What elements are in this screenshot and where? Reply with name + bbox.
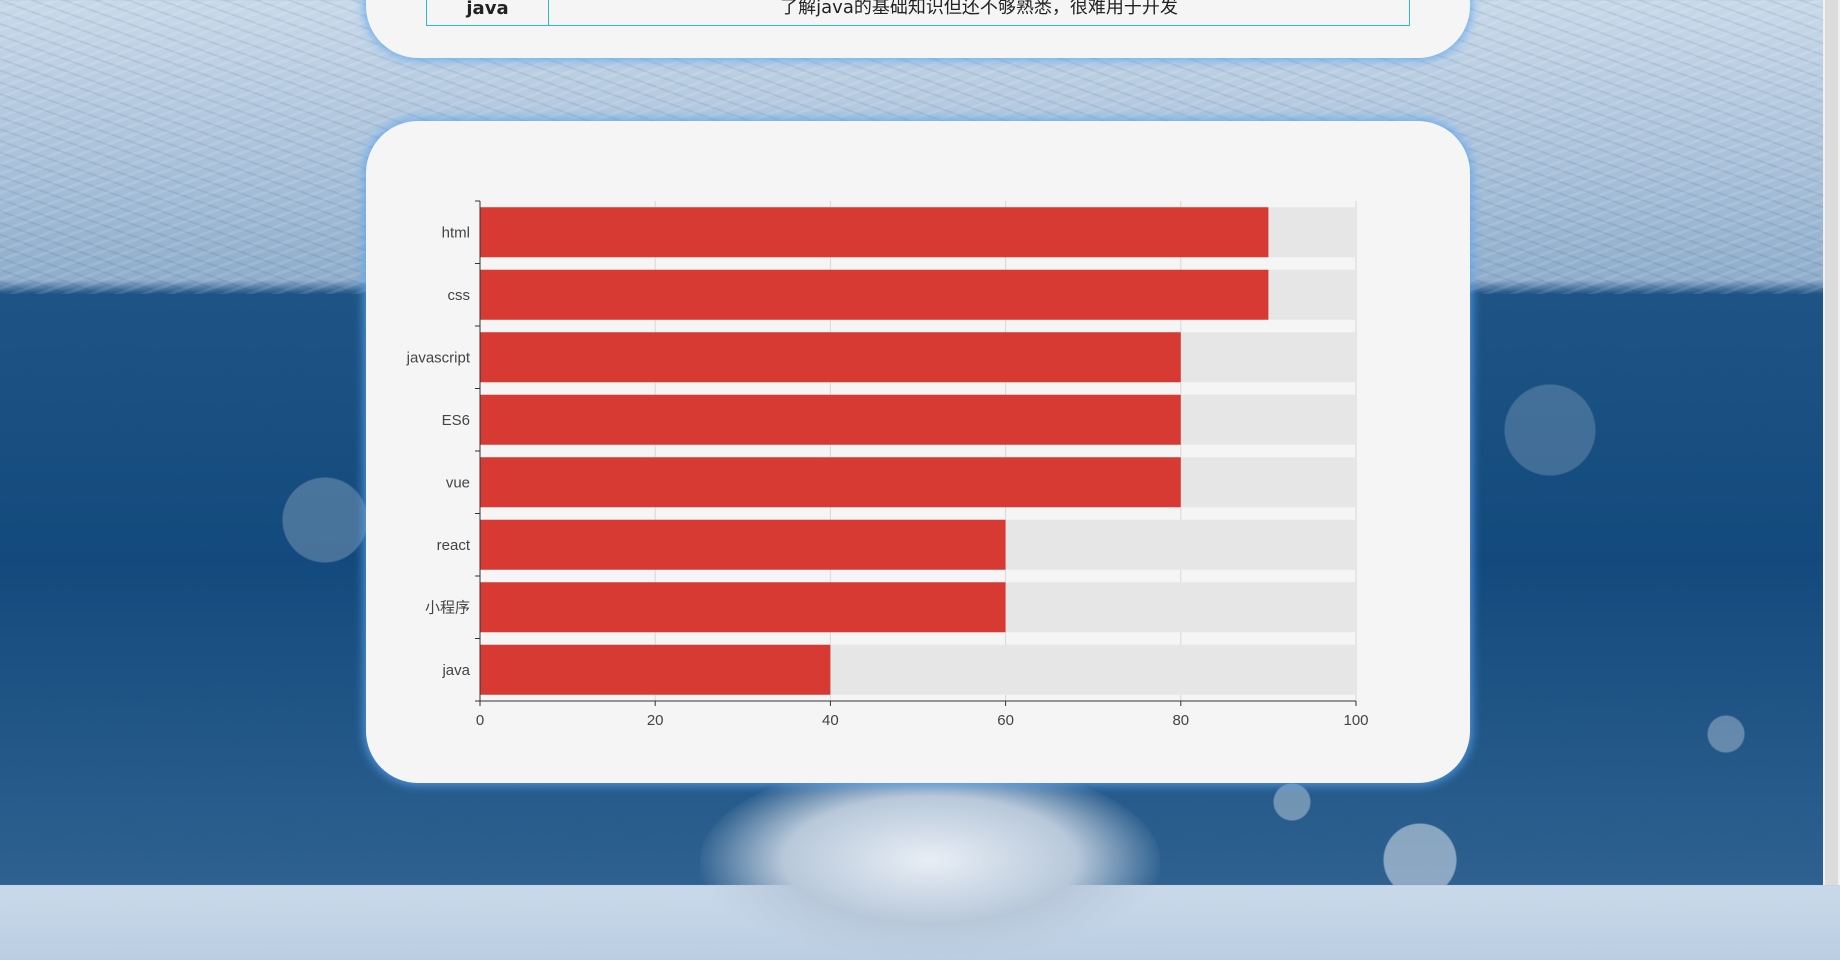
skills-table-row: java 了解java的基础知识但还不够熟悉，很难用于开发 [426, 0, 1410, 26]
bar [480, 582, 1006, 633]
skill-name-cell: java [427, 0, 549, 25]
x-tick-label: 20 [647, 712, 664, 729]
x-tick-label: 0 [476, 712, 484, 729]
background-wolf-image [700, 760, 1160, 960]
scrollbar-track[interactable] [1823, 0, 1840, 885]
category-label: html [442, 224, 470, 241]
skill-description-cell: 了解java的基础知识但还不够熟悉，很难用于开发 [780, 0, 1178, 18]
skills-table-card: java 了解java的基础知识但还不够熟悉，很难用于开发 [366, 0, 1470, 58]
category-label: react [437, 537, 471, 554]
scrollbar-thumb[interactable] [1825, 0, 1838, 885]
skills-bar-chart: html css javascript ES6 vue react 小程序 java 0 20 40… [406, 200, 1369, 729]
bar [480, 207, 1269, 258]
category-label: java [441, 662, 470, 679]
category-label: vue [446, 474, 470, 491]
bar [480, 457, 1181, 508]
x-tick-label: 40 [822, 712, 839, 729]
x-tick-label: 100 [1343, 712, 1368, 729]
category-label: 小程序 [425, 599, 470, 616]
category-label: ES6 [442, 412, 470, 429]
x-tick-label: 80 [1172, 712, 1189, 729]
x-tick-label: 60 [997, 712, 1014, 729]
bar [480, 519, 1006, 570]
bar [480, 269, 1269, 320]
bar [480, 394, 1181, 445]
category-label: javascript [406, 349, 471, 366]
skills-chart-card: html css javascript ES6 vue react 小程序 java 0 20 40… [366, 121, 1470, 783]
bar [480, 644, 831, 695]
bar [480, 332, 1181, 383]
category-label: css [448, 287, 471, 304]
